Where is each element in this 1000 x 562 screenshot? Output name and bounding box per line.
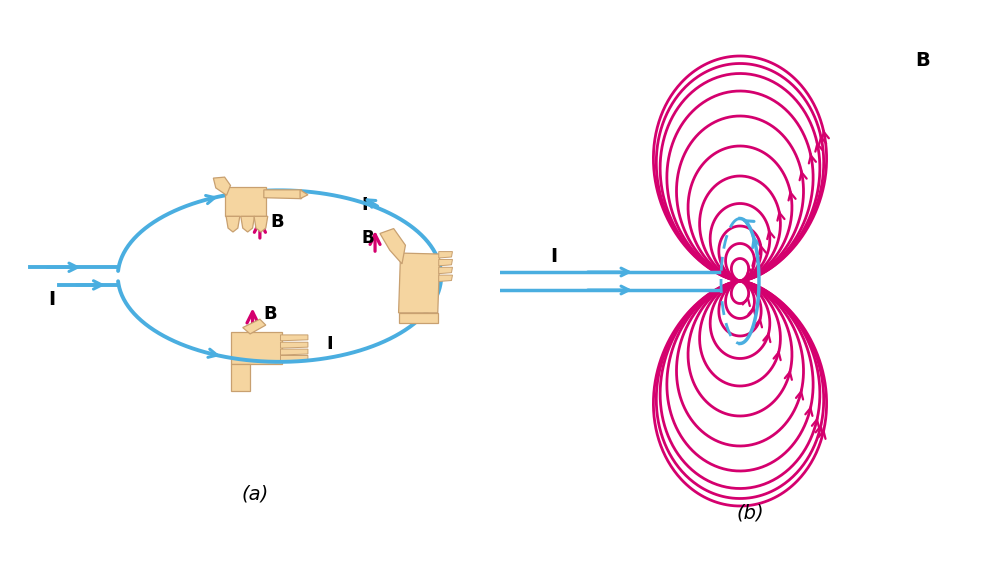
Polygon shape — [230, 364, 250, 391]
Text: I: I — [326, 334, 333, 352]
Polygon shape — [280, 349, 308, 355]
Text: (a): (a) — [241, 484, 269, 503]
Polygon shape — [280, 335, 308, 341]
Polygon shape — [439, 260, 452, 266]
Text: B: B — [264, 305, 277, 323]
Text: B: B — [362, 229, 374, 247]
Text: I: I — [550, 247, 557, 266]
Polygon shape — [213, 177, 230, 195]
Polygon shape — [241, 216, 255, 232]
Text: B: B — [915, 51, 930, 70]
Polygon shape — [439, 268, 452, 274]
Text: I: I — [48, 291, 55, 310]
Polygon shape — [380, 229, 405, 264]
Polygon shape — [439, 275, 452, 282]
Polygon shape — [280, 342, 308, 348]
Polygon shape — [226, 216, 240, 232]
Polygon shape — [243, 319, 266, 334]
Polygon shape — [230, 333, 282, 364]
Polygon shape — [300, 190, 308, 199]
Polygon shape — [439, 252, 452, 258]
Polygon shape — [254, 216, 268, 232]
Polygon shape — [399, 313, 438, 323]
Polygon shape — [225, 187, 266, 216]
Polygon shape — [264, 190, 302, 199]
Polygon shape — [280, 356, 308, 361]
Text: (b): (b) — [736, 504, 764, 523]
Text: B: B — [271, 213, 284, 231]
Polygon shape — [399, 253, 440, 313]
Text: I: I — [362, 196, 368, 214]
